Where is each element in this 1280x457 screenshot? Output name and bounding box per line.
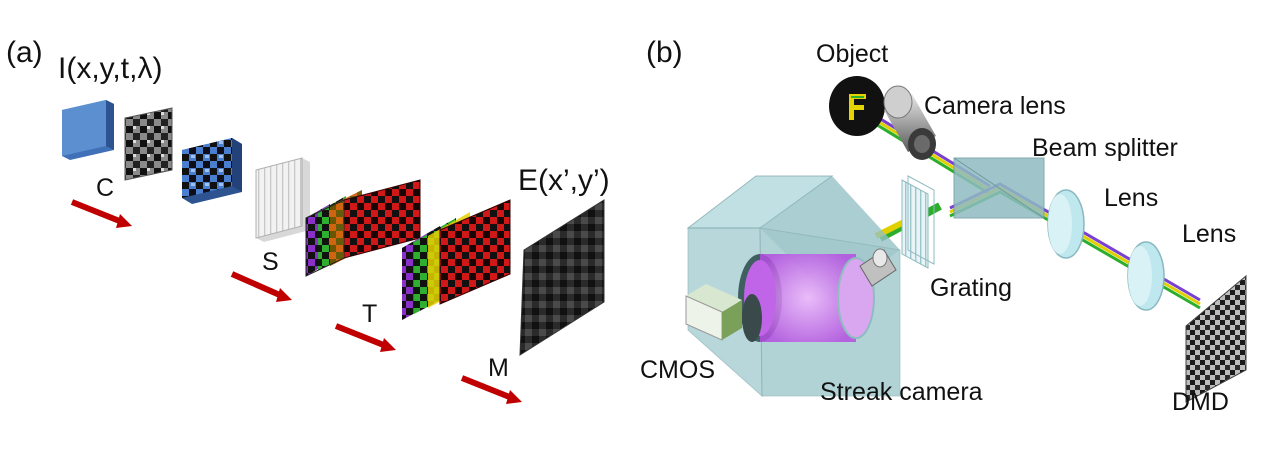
object [829,76,885,136]
camera-lens-label: Camera lens [924,92,1066,120]
beam-splitter-label: Beam splitter [1032,134,1178,162]
lens-2 [1127,241,1165,311]
operator-arrow-m [460,375,522,404]
panel-b-label: (b) [646,36,683,69]
object-label: Object [816,40,888,68]
grating [901,175,935,269]
lens-1-label: Lens [1104,184,1158,212]
lens-2-label: Lens [1182,220,1236,248]
operator-arrow-c [70,199,132,228]
operator-c-label: C [96,174,114,202]
operator-arrow-s [230,271,292,302]
streak-camera [686,175,901,398]
beam-splitter [953,157,1045,219]
lens-1 [1047,189,1085,259]
output-label: E(x’,y’) [518,164,610,197]
shearing-grating [255,157,310,242]
operator-arrow-t [334,323,396,352]
camera-lens [883,85,936,160]
encoding-mask [124,107,173,181]
panel-a-label: (a) [6,36,43,69]
cmos-label: CMOS [640,356,715,384]
input-datacube [62,100,114,160]
encoded-datacube [182,138,242,204]
operator-t-label: T [362,300,377,328]
temporal-sheared-stack [402,199,511,320]
measurement-image [519,199,605,356]
input-label: I(x,y,t,λ) [58,52,162,85]
dmd-label: DMD [1172,388,1229,416]
dmd [1185,274,1247,403]
operator-s-label: S [262,248,279,276]
grating-label: Grating [930,274,1012,302]
sheared-stack [305,179,421,277]
operator-m-label: M [488,354,509,382]
streak-camera-label: Streak camera [820,378,983,406]
cmos-camera [685,284,762,342]
